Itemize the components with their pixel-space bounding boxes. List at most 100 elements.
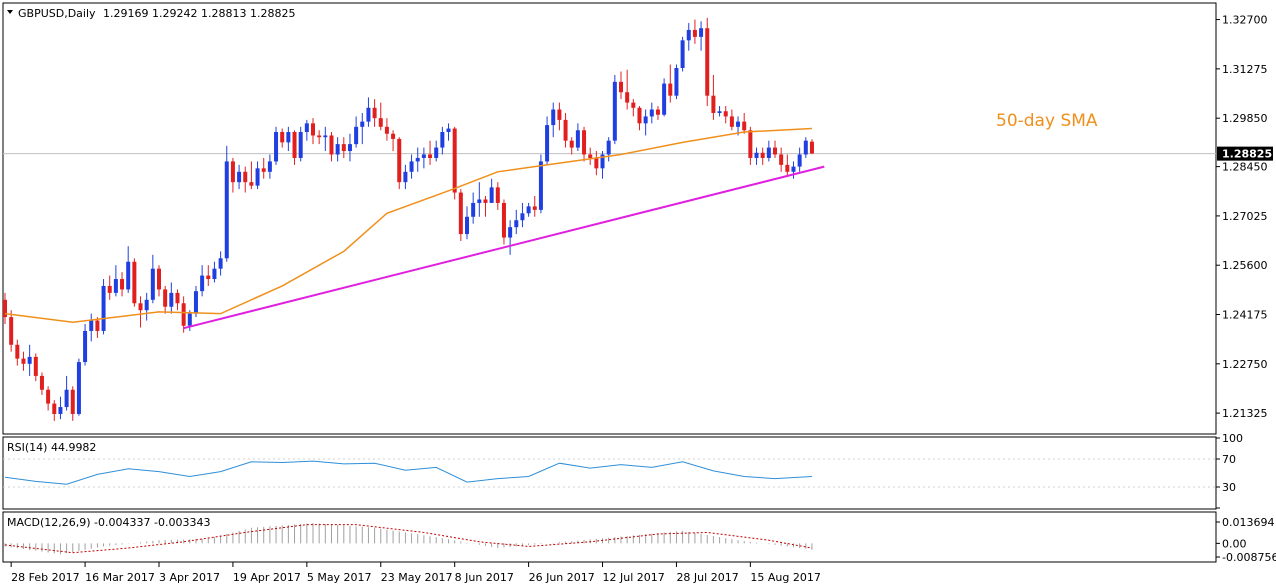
candle: [212, 261, 217, 283]
sma-annotation: 50-day SMA: [996, 111, 1098, 131]
candle-body: [489, 187, 494, 203]
candle-body: [742, 121, 747, 131]
candle: [545, 116, 550, 165]
candle: [249, 161, 254, 190]
rsi-title: RSI(14) 44.9982: [7, 441, 96, 454]
candle: [779, 147, 784, 172]
candle: [157, 265, 161, 297]
candle-body: [384, 126, 389, 134]
candle: [551, 102, 556, 138]
candle-body: [415, 157, 420, 162]
candle: [403, 164, 408, 190]
candle: [261, 157, 266, 179]
candle-body: [3, 299, 7, 318]
candle: [46, 386, 51, 411]
candle-body: [526, 206, 531, 214]
date-tick-label: 19 Apr 2017: [233, 571, 301, 584]
candle-body: [304, 123, 309, 133]
date-tick-label: 8 Jun 2017: [455, 571, 514, 584]
candle: [52, 400, 57, 421]
candle: [132, 258, 137, 307]
candle: [317, 130, 322, 145]
candle: [421, 147, 426, 169]
candle-body: [391, 133, 396, 139]
candle: [428, 140, 433, 165]
candle-body: [699, 28, 704, 37]
candle: [163, 285, 168, 314]
candle: [280, 128, 285, 148]
candle-body: [766, 147, 771, 158]
candle-body: [588, 154, 593, 158]
candle: [366, 97, 371, 127]
price-tick-label: 1.22750: [1222, 358, 1268, 371]
rsi-tick-label: 100: [1222, 432, 1243, 445]
candle-body: [631, 102, 636, 108]
candle: [723, 106, 728, 124]
candle: [440, 126, 445, 155]
candle-body: [347, 144, 352, 152]
candle: [335, 137, 340, 162]
candle: [3, 292, 7, 325]
candle: [298, 126, 303, 162]
candle: [692, 19, 697, 44]
candle-body: [76, 362, 81, 414]
candle-body: [465, 216, 469, 235]
candle-body: [403, 171, 408, 183]
candle: [292, 130, 297, 165]
candle-body: [680, 40, 685, 69]
candle-body: [15, 344, 20, 359]
candle: [791, 161, 796, 179]
candle: [384, 118, 389, 141]
candle: [323, 126, 328, 152]
price-tick-label: 1.24175: [1222, 309, 1268, 322]
candle-body: [662, 83, 667, 115]
candle: [569, 137, 574, 155]
candle: [329, 132, 334, 162]
candle-body: [575, 130, 580, 148]
date-tick-label: 3 Apr 2017: [159, 571, 220, 584]
candle: [138, 296, 143, 328]
candle: [391, 130, 396, 152]
candle: [70, 386, 75, 421]
candle-body: [508, 227, 513, 238]
candle-body: [187, 313, 192, 326]
candle: [594, 151, 599, 176]
date-tick-label: 15 Aug 2017: [750, 571, 820, 584]
candle-body: [452, 128, 457, 193]
date-tick-label: 28 Jul 2017: [676, 571, 738, 584]
candle-body: [606, 140, 611, 155]
candle: [354, 116, 359, 148]
candle: [557, 102, 562, 131]
support-trendline: [183, 165, 825, 330]
candle: [446, 123, 451, 141]
candle-body: [520, 213, 525, 221]
candle: [144, 292, 149, 321]
candle-body: [729, 116, 734, 127]
candle-body: [532, 206, 537, 210]
candle: [434, 140, 439, 162]
candle-body: [378, 118, 383, 127]
candle: [699, 21, 704, 51]
dropdown-triangle-icon[interactable]: [7, 10, 13, 14]
candle-body: [95, 320, 100, 331]
candle: [304, 119, 309, 141]
candle-body: [218, 258, 223, 269]
candle-body: [224, 161, 229, 259]
candle: [274, 126, 279, 165]
candle-body: [360, 121, 365, 127]
candle: [508, 220, 513, 255]
candle: [193, 285, 198, 318]
candle-body: [409, 161, 414, 172]
sma-50-line: [4, 127, 812, 324]
candle: [809, 139, 814, 155]
candle-body: [113, 279, 118, 293]
candle-body: [237, 171, 242, 183]
price-tick-label: 1.28450: [1222, 161, 1268, 174]
candle: [465, 206, 469, 240]
candle-body: [551, 109, 556, 126]
price-axis: 1.32700 1.31275 1.29850 1.28450 1.27025 1.256…: [1216, 14, 1268, 420]
candle: [514, 209, 519, 235]
candle: [489, 178, 494, 203]
candle-body: [643, 116, 648, 124]
price-tick-label: 1.32700: [1222, 14, 1268, 27]
